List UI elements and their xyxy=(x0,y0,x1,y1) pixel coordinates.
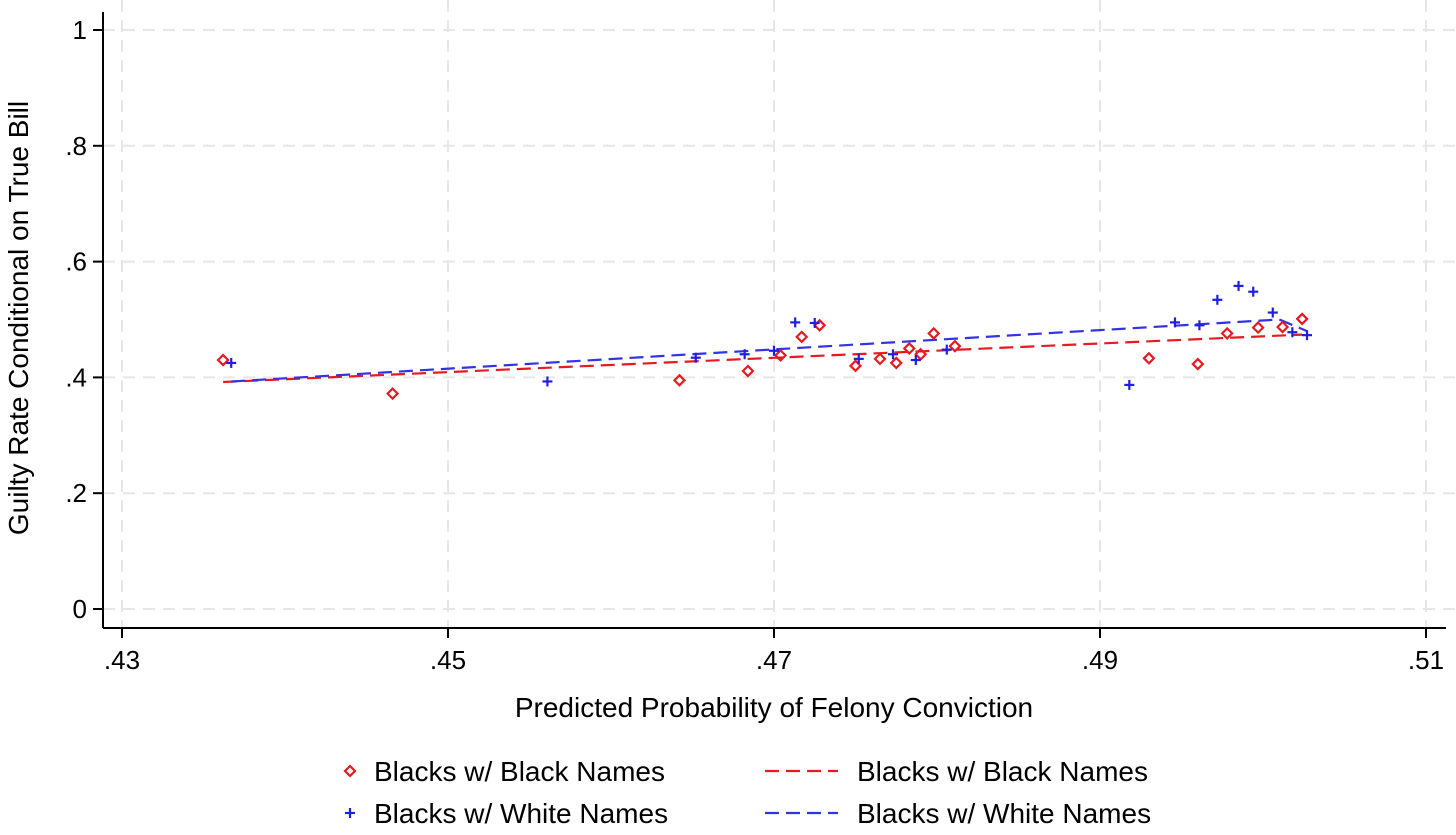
data-point-diamond xyxy=(848,359,863,373)
data-point-plus xyxy=(1267,307,1278,318)
grid xyxy=(103,0,1456,628)
data-point-diamond xyxy=(386,387,400,401)
x-tick-label: .45 xyxy=(430,645,466,675)
data-point-diamond xyxy=(889,356,903,370)
data-point-plus xyxy=(1194,320,1205,331)
data-point-diamond xyxy=(1191,357,1205,371)
legend: Blacks w/ Black Names Blacks w/ White Na… xyxy=(343,756,1151,829)
y-ticks: 0 .2 .4 .6 .8 1 xyxy=(65,15,103,624)
data-point-plus xyxy=(1124,379,1135,390)
legend-marker-diamond xyxy=(343,764,357,778)
data-point-plus xyxy=(1302,330,1313,341)
y-tick-label: .8 xyxy=(65,131,87,161)
x-tick-label: .51 xyxy=(1408,645,1444,675)
legend-label-black-names-points: Blacks w/ Black Names xyxy=(374,756,665,787)
y-tick-label: 0 xyxy=(73,594,87,624)
data-point-plus xyxy=(1169,317,1180,328)
legend-plus xyxy=(345,808,355,818)
y-tick-label: .6 xyxy=(65,247,87,277)
data-point-plus xyxy=(542,376,553,387)
data-points xyxy=(216,280,1313,401)
fit-lines xyxy=(223,318,1308,384)
data-point-diamond xyxy=(795,330,809,344)
data-point-plus xyxy=(809,317,820,328)
data-point-diamond xyxy=(1295,312,1309,326)
data-point-plus xyxy=(790,317,801,328)
y-tick-label: .4 xyxy=(65,362,87,392)
data-point-plus xyxy=(769,345,779,356)
data-point-plus xyxy=(853,353,864,364)
x-tick-label: .47 xyxy=(756,645,792,675)
data-point-diamond xyxy=(927,326,941,340)
fit-line xyxy=(223,333,1303,384)
y-tick-label: .2 xyxy=(65,478,87,508)
x-ticks: .43 .45 .47 .49 .51 xyxy=(104,628,1444,675)
data-point-diamond xyxy=(813,318,827,332)
data-point-plus xyxy=(226,357,237,368)
legend-marker-plus xyxy=(345,808,355,818)
data-point-plus xyxy=(739,349,750,360)
data-point-plus xyxy=(1212,294,1223,305)
data-point-diamond xyxy=(1142,351,1156,365)
data-point-diamond xyxy=(216,353,230,367)
data-point-plus xyxy=(690,352,701,363)
x-axis-title: Predicted Probability of Felony Convicti… xyxy=(515,692,1033,723)
data-point-diamond xyxy=(741,364,755,378)
legend-label-white-names-points: Blacks w/ White Names xyxy=(374,798,668,829)
data-point-diamond xyxy=(902,341,916,356)
y-axis-title: Guilty Rate Conditional on True Bill xyxy=(3,101,34,535)
data-point-plus xyxy=(1233,280,1244,291)
data-point-diamond xyxy=(1276,320,1290,334)
legend-label-white-names-fit: Blacks w/ White Names xyxy=(857,798,1151,829)
data-point-diamond xyxy=(1220,326,1234,340)
y-tick-label: 1 xyxy=(73,15,87,45)
data-point-plus xyxy=(910,355,921,366)
data-point-diamond xyxy=(948,339,962,353)
data-point-diamond xyxy=(773,348,788,362)
data-point-diamond xyxy=(1251,321,1265,335)
data-point-plus xyxy=(941,344,952,355)
x-tick-label: .49 xyxy=(1082,645,1118,675)
legend-diamond xyxy=(343,764,357,778)
data-point-plus xyxy=(887,349,898,360)
data-point-diamond xyxy=(873,352,887,366)
data-point-diamond xyxy=(672,373,687,387)
fit-line xyxy=(231,318,1308,383)
legend-label-black-names-fit: Blacks w/ Black Names xyxy=(857,756,1148,787)
data-point-plus xyxy=(1287,327,1298,338)
data-point-plus xyxy=(1248,286,1259,297)
x-tick-label: .43 xyxy=(104,645,140,675)
